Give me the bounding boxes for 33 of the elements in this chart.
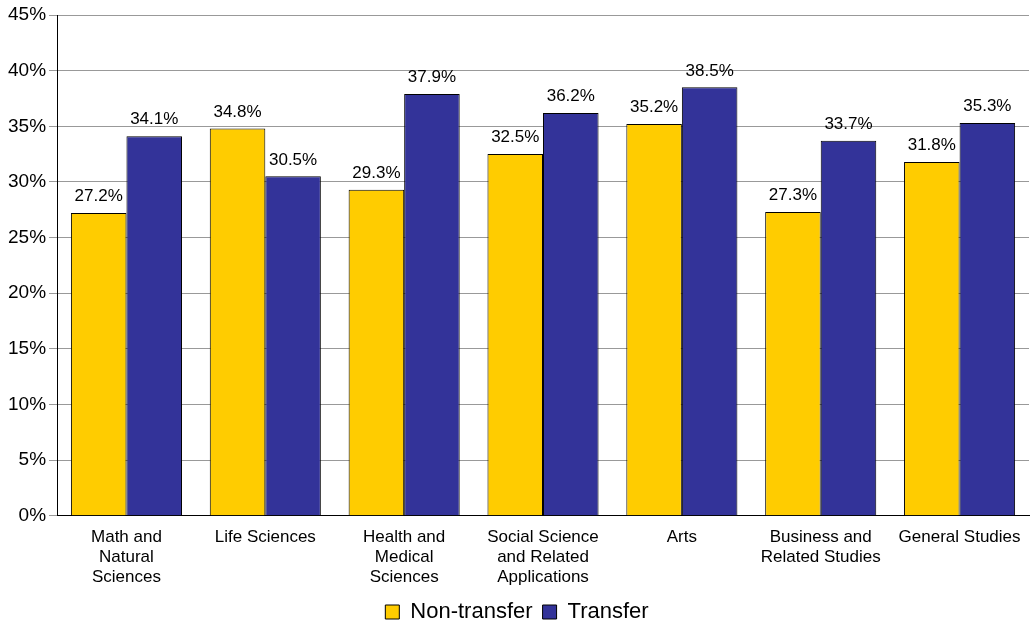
data-label: 32.5% bbox=[491, 127, 540, 147]
y-tick-label: 0% bbox=[18, 504, 47, 526]
data-label: 31.8% bbox=[907, 135, 956, 155]
legend-label: Transfer bbox=[567, 598, 649, 624]
x-tick-label: Business and Related Studies bbox=[760, 526, 881, 567]
y-tick-label: 45% bbox=[8, 3, 47, 25]
data-label: 38.5% bbox=[685, 60, 734, 80]
x-tick-label: General Studies bbox=[898, 526, 1021, 546]
data-label: 30.5% bbox=[268, 149, 318, 169]
y-tick-label: 10% bbox=[8, 392, 47, 414]
data-label: 29.3% bbox=[352, 162, 401, 182]
x-tick-label: Arts bbox=[666, 526, 697, 546]
x-tick-label: Life Sciences bbox=[214, 526, 316, 546]
data-label: 36.2% bbox=[546, 86, 595, 106]
x-tick-label: Social Science and Related Applications bbox=[487, 526, 599, 587]
y-tick-label: 20% bbox=[8, 281, 47, 303]
y-tick-label: 25% bbox=[8, 225, 47, 247]
y-tick-label: 5% bbox=[18, 448, 47, 470]
data-label: 27.2% bbox=[74, 186, 123, 206]
legend-label: Non-transfer bbox=[410, 598, 533, 624]
y-tick-label: 35% bbox=[8, 114, 47, 136]
data-label: 34.8% bbox=[213, 101, 262, 121]
y-tick-label: 30% bbox=[8, 170, 47, 192]
x-tick-label: Math and Natural Sciences bbox=[91, 526, 162, 587]
y-tick-label: 15% bbox=[8, 337, 47, 359]
data-label: 34.1% bbox=[130, 109, 179, 129]
data-label: 33.7% bbox=[824, 113, 873, 133]
data-label: 35.2% bbox=[629, 97, 679, 117]
data-label: 35.3% bbox=[963, 96, 1012, 116]
y-tick-label: 40% bbox=[8, 58, 47, 80]
x-tick-label: Health and Medical Sciences bbox=[363, 526, 446, 587]
data-label: 37.9% bbox=[407, 67, 457, 87]
data-label: 27.3% bbox=[768, 185, 818, 205]
